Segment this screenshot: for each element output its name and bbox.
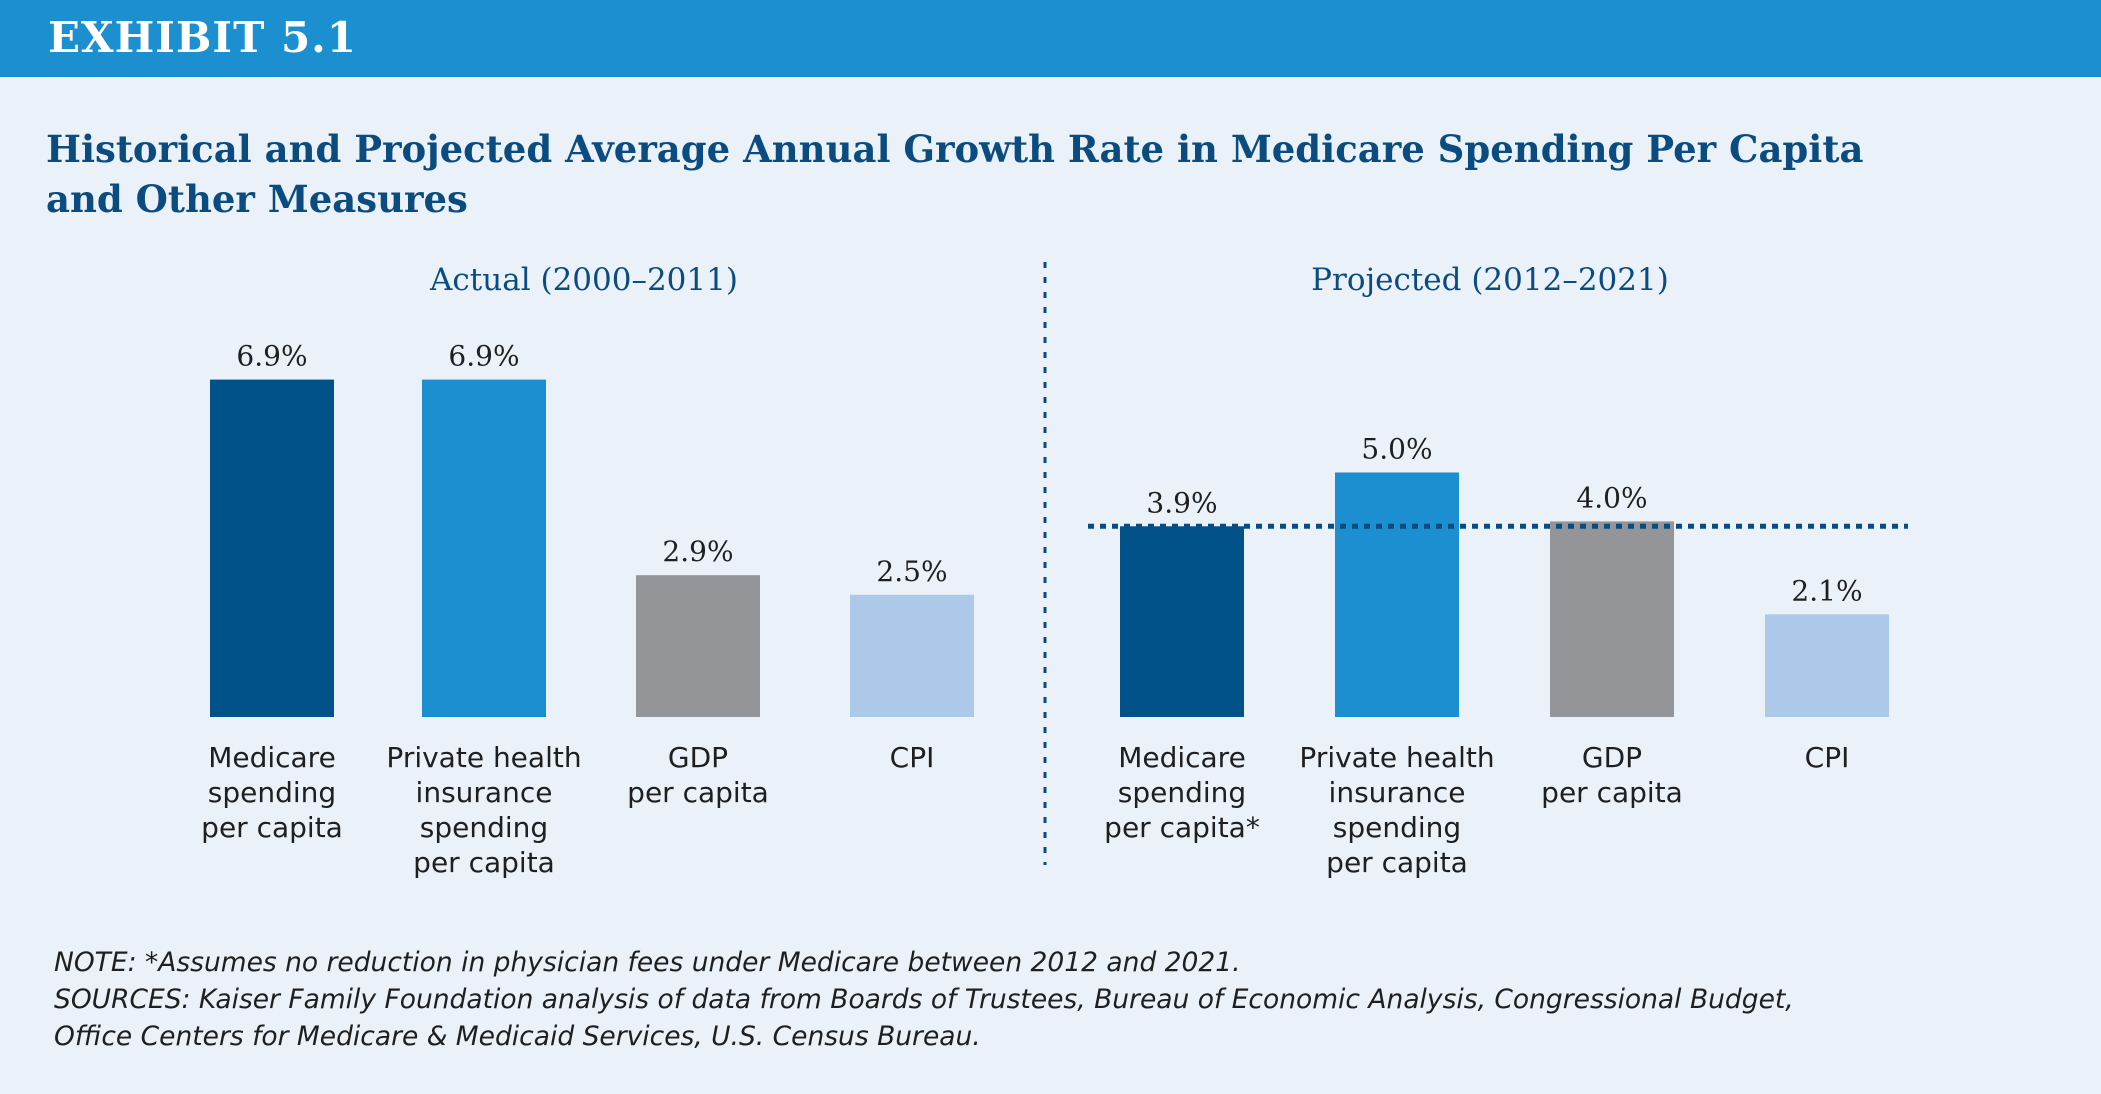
category-label-2-1-line-2: spending [1118, 776, 1246, 809]
category-label-2-2-line-2: insurance [1329, 776, 1466, 809]
category-label-2-1-line-3: per capita* [1104, 811, 1260, 844]
bar-1-4 [850, 594, 974, 717]
category-label-2-3-line-1: GDP [1582, 741, 1642, 774]
bar-1-3 [636, 575, 760, 717]
panel-title-2: Projected (2012–2021) [1311, 262, 1669, 298]
category-label-1-3-line-1: GDP [668, 741, 728, 774]
category-label-1-1-line-1: Medicare [208, 741, 336, 774]
category-label-2-2-line-4: per capita [1326, 846, 1468, 879]
footnotes: NOTE: *Assumes no reduction in physician… [54, 944, 1794, 1055]
bar-1-1 [210, 379, 334, 717]
chart-title: Historical and Projected Average Annual … [46, 124, 1946, 224]
bar-2-2 [1335, 472, 1459, 717]
footnote-sources-line-1: SOURCES: Kaiser Family Foundation analys… [54, 984, 1794, 1015]
category-label-1-2-line-1: Private health [386, 741, 581, 774]
category-label-2-2-line-1: Private health [1299, 741, 1494, 774]
category-label-2-3-line-2: per capita [1541, 776, 1683, 809]
value-label-2-2: 5.0% [1361, 433, 1432, 466]
value-label-1-4: 2.5% [876, 555, 947, 588]
chart-title-line-1: Historical and Projected Average Annual … [46, 127, 1864, 171]
category-label-1-1-line-2: spending [208, 776, 336, 809]
value-label-2-1: 3.9% [1146, 486, 1217, 519]
bar-2-4 [1765, 614, 1889, 717]
category-label-1-2-line-4: per capita [413, 846, 555, 879]
chart-title-line-2: and Other Measures [46, 177, 468, 221]
value-label-1-1: 6.9% [236, 340, 307, 373]
category-label-1-3-line-2: per capita [627, 776, 769, 809]
exhibit-label: EXHIBIT 5.1 [48, 13, 358, 62]
category-label-2-4-line-1: CPI [1805, 741, 1850, 774]
category-label-2-2-line-3: spending [1333, 811, 1461, 844]
bar-2-3 [1550, 521, 1674, 717]
bar-2-1 [1120, 526, 1244, 717]
footnote-note: NOTE: *Assumes no reduction in physician… [54, 947, 1241, 978]
panel-title-1: Actual (2000–2011) [429, 262, 738, 298]
category-label-1-2-line-2: insurance [416, 776, 553, 809]
footnote-sources-line-2: Office Centers for Medicare & Medicaid S… [54, 1021, 981, 1052]
category-label-1-4-line-1: CPI [890, 741, 935, 774]
bar-1-2 [422, 379, 546, 717]
header-bar: EXHIBIT 5.1 [0, 0, 2101, 77]
category-label-2-1-line-1: Medicare [1118, 741, 1246, 774]
value-label-1-3: 2.9% [662, 535, 733, 568]
value-label-2-3: 4.0% [1576, 481, 1647, 514]
value-label-1-2: 6.9% [448, 340, 519, 373]
value-label-2-4: 2.1% [1791, 574, 1862, 607]
category-label-1-1-line-3: per capita [201, 811, 343, 844]
category-label-1-2-line-3: spending [420, 811, 548, 844]
